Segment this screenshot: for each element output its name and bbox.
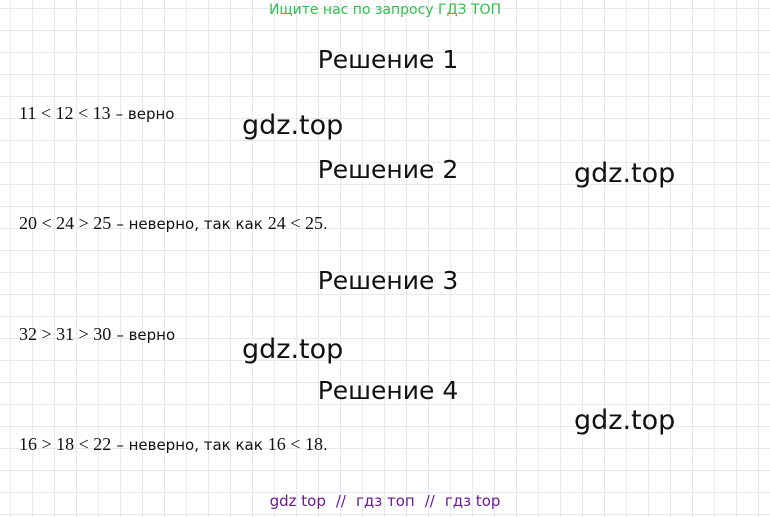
- text-part: – верно: [115, 105, 175, 123]
- text-part: – неверно, так как: [116, 436, 263, 454]
- header: Ищите нас по запросу ГДЗ ТОП: [268, 2, 502, 18]
- solution-line: 16 > 18 < 22– неверно, так как 16 < 18.: [19, 434, 328, 455]
- solution-title: Решение 3: [317, 266, 459, 295]
- text-part: – неверно, так как: [116, 215, 263, 233]
- solution-line: 11 < 12 < 13– верно: [19, 103, 174, 124]
- solution-title: Решение 4: [317, 376, 459, 405]
- footer-item: гдз топ: [355, 492, 415, 510]
- footer-item: //: [424, 492, 435, 510]
- math-expr: 11 < 12 < 13: [19, 103, 111, 123]
- solution-line: 32 > 31 > 30– верно: [19, 324, 175, 345]
- text-part: – верно: [116, 326, 176, 344]
- footer: gdz top // гдз топ // гдз top: [0, 492, 770, 510]
- math-expr: 32 > 31 > 30: [19, 324, 112, 344]
- footer-item: гдз top: [444, 492, 501, 510]
- text-part: .: [322, 215, 328, 233]
- solution-title: Решение 2: [317, 155, 459, 184]
- watermark: gdz.top: [574, 405, 676, 436]
- footer-item: //: [335, 492, 346, 510]
- solution-title: Решение 1: [317, 45, 459, 74]
- math-expr: 16 < 18: [267, 434, 323, 454]
- watermark: gdz.top: [242, 110, 344, 141]
- text-part: .: [322, 436, 328, 454]
- watermark: gdz.top: [242, 334, 344, 365]
- watermark: gdz.top: [574, 158, 676, 189]
- math-expr: 24 < 25: [267, 213, 323, 233]
- math-expr: 16 > 18 < 22: [19, 434, 112, 454]
- footer-item: gdz top: [269, 492, 326, 510]
- solution-line: 20 < 24 > 25– неверно, так как 24 < 25.: [19, 213, 328, 234]
- math-expr: 20 < 24 > 25: [19, 213, 112, 233]
